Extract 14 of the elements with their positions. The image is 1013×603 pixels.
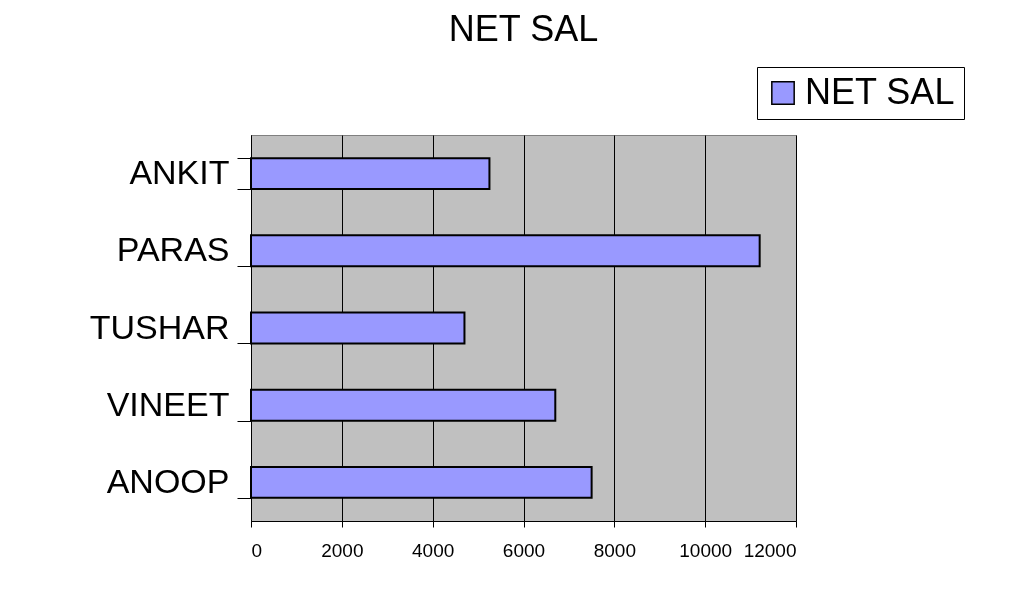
chart-title: NET SAL — [448, 7, 599, 49]
y-tick-label: ANOOP — [106, 461, 230, 500]
x-tick-label: 8000 — [593, 539, 636, 561]
x-tick-label: 6000 — [502, 539, 546, 561]
y-tick-label: VINEET — [106, 384, 230, 423]
y-tick-label: ANKIT — [129, 153, 230, 192]
y-tick-label: TUSHAR — [89, 307, 230, 346]
y-tick-label: PARAS — [116, 230, 230, 269]
legend-label: NET SAL — [805, 71, 955, 112]
x-tick-label: 4000 — [412, 539, 455, 561]
x-tick-label: 2000 — [321, 539, 364, 561]
x-tick-label: 0 — [251, 539, 263, 561]
x-tick-label: 12000 — [743, 539, 797, 561]
x-tick-label: 10000 — [679, 539, 733, 561]
